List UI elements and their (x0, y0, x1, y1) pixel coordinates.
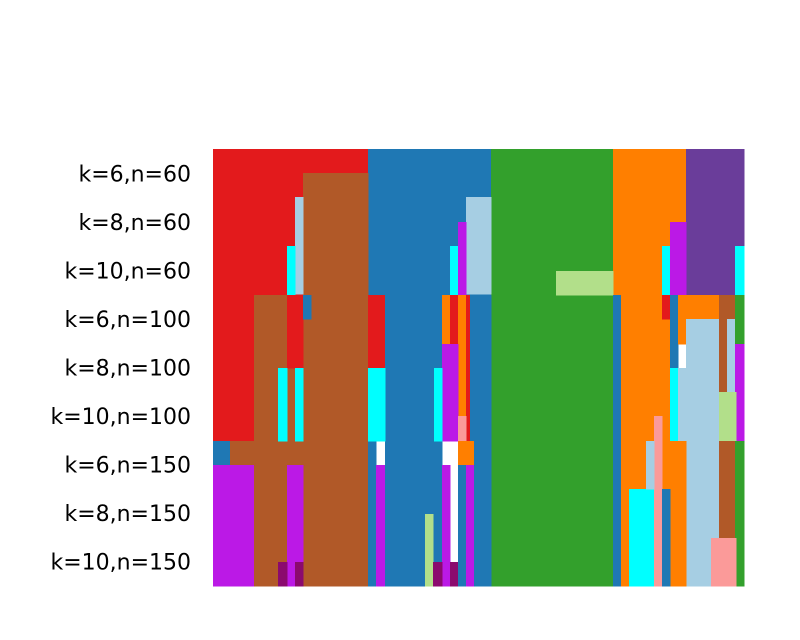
heatmap-cell (670, 368, 679, 442)
heatmap-cell (278, 368, 288, 442)
heatmap-cell (735, 246, 745, 296)
heatmap-cell (295, 562, 304, 587)
heatmap-cell (287, 295, 304, 369)
heatmap-cell (686, 295, 720, 320)
heatmap-cell (287, 246, 296, 296)
heatmap-cell (458, 222, 467, 296)
row-label: k=8,n=150 (64, 502, 191, 527)
heatmap-cell (458, 295, 467, 491)
heatmap-cell (670, 441, 687, 587)
heatmap-cell (295, 368, 304, 442)
heatmap-cell (278, 562, 288, 587)
row-label: k=8,n=60 (78, 211, 191, 236)
heatmap-cell (303, 295, 312, 320)
heatmap-cell (458, 416, 467, 442)
heatmap-cell (670, 222, 687, 296)
row-label: k=10,n=150 (50, 551, 191, 576)
heatmap-cell (491, 149, 614, 587)
heatmap-cell (556, 271, 614, 296)
row-label: k=6,n=150 (64, 454, 191, 479)
heatmap-cell (425, 514, 434, 587)
heatmap-cell (466, 197, 492, 295)
heatmap-cell (735, 295, 745, 345)
heatmap-cell (727, 319, 736, 393)
heatmap-cell (458, 465, 467, 587)
row-label: k=6,n=60 (78, 162, 191, 187)
heatmap-cell (646, 441, 655, 490)
row-label: k=10,n=60 (64, 259, 191, 284)
heatmap-cell (662, 489, 671, 587)
heatmap-cell (719, 319, 728, 393)
row-labels: k=6,n=60 k=8,n=60 k=10,n=60 k=6,n=100 k=8,n=… (50, 162, 191, 575)
heatmap-cell (303, 173, 369, 587)
heatmap-cell (735, 441, 745, 587)
heatmap-cell (719, 441, 737, 539)
heatmap-cell (376, 465, 386, 587)
heatmap-cell (474, 441, 492, 587)
row-label: k=8,n=100 (64, 357, 191, 382)
heatmap-cell (442, 344, 459, 442)
heatmap-cell (385, 295, 443, 442)
heatmap-cell (662, 295, 671, 320)
heatmap-cell (466, 295, 471, 491)
heatmap-cell (368, 368, 386, 442)
heatmap-cell (450, 295, 459, 345)
heatmap-cell (442, 295, 451, 345)
heatmap-cell (735, 344, 745, 442)
heatmap-cell (295, 197, 304, 295)
heatmap-cell (466, 465, 475, 587)
row-label: k=6,n=100 (64, 308, 191, 333)
heatmap-cell (678, 368, 687, 442)
heatmap-cell (450, 246, 459, 296)
heatmap-cell (711, 538, 737, 587)
heatmap-cell (434, 368, 443, 442)
heatmap-cell (719, 295, 737, 320)
heatmap-cell (458, 441, 475, 466)
heatmap-cell (719, 392, 737, 442)
heatmap-cell (368, 295, 386, 369)
heatmap-cell (368, 441, 377, 587)
heatmap-cell (654, 416, 663, 587)
heatmap-cell (433, 562, 443, 587)
heatmap-cell (662, 246, 671, 296)
heatmap-cell (230, 441, 304, 466)
heatmap-cell (450, 562, 459, 587)
heatmap-cell (613, 295, 622, 587)
heatmap-cell (678, 295, 687, 345)
heatmap-cell (213, 441, 231, 466)
heatmap-cell (287, 465, 304, 587)
heatmap-cell (629, 489, 655, 587)
heatmap-cells (213, 149, 745, 587)
heatmap-cell (442, 465, 451, 587)
heatmap-cell (213, 465, 255, 587)
row-label: k=10,n=100 (50, 405, 191, 430)
heatmap-cell (686, 149, 745, 296)
